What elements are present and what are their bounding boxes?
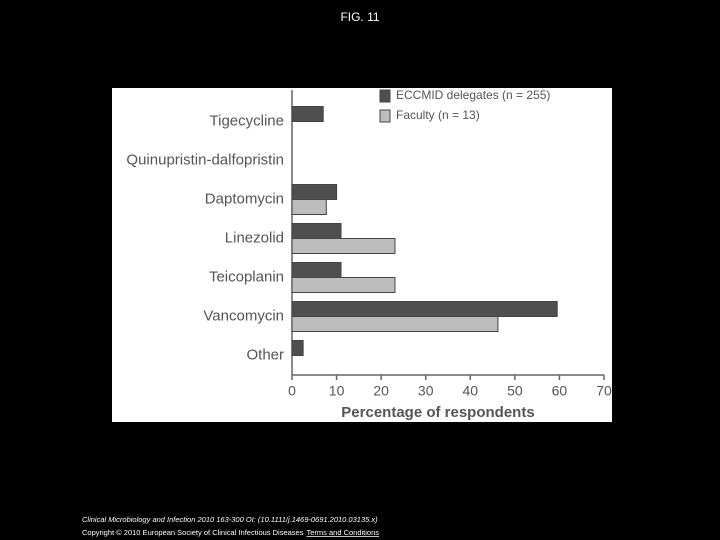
y-tick-label: Linezolid [225, 229, 284, 246]
y-tick-label: Daptomycin [205, 190, 284, 207]
bar [291, 199, 327, 215]
bar [291, 316, 499, 332]
chart-panel [112, 88, 612, 422]
bar [291, 106, 324, 122]
x-tick-label: 20 [373, 383, 389, 399]
x-tick-label: 60 [552, 383, 568, 399]
x-tick-label: 40 [462, 383, 478, 399]
y-tick-label: Teicoplanin [209, 268, 284, 285]
bar [291, 184, 338, 200]
copyright-text: Copyright © 2010 European Society of Cli… [82, 528, 304, 537]
legend-label: ECCMID delegates (n = 255) [396, 88, 550, 102]
x-tick-label: 0 [288, 383, 296, 399]
y-tick-label: Tigecycline [210, 112, 284, 129]
y-tick-label: Other [246, 346, 284, 363]
bar [291, 262, 342, 278]
legend-label: Faculty (n = 13) [396, 108, 480, 122]
bar [291, 223, 342, 239]
y-tick-label: Quinupristin-dalfopristin [126, 151, 284, 168]
y-tick-label: Vancomycin [203, 307, 284, 324]
x-tick-label: 30 [418, 383, 434, 399]
bar [291, 277, 396, 293]
slide-title: FIG. 11 [340, 10, 379, 24]
bar [291, 238, 396, 254]
legend-swatch [379, 89, 391, 103]
legend-swatch [379, 109, 391, 123]
copyright: Copyright © 2010 European Society of Cli… [82, 528, 379, 537]
terms-link[interactable]: Terms and Conditions [306, 528, 379, 537]
bar [291, 301, 558, 317]
x-tick-label: 50 [507, 383, 523, 399]
x-axis-title: Percentage of respondents [341, 404, 534, 421]
x-tick-label: 70 [596, 383, 612, 399]
citation: Clinical Microbiology and Infection 2010… [82, 515, 378, 524]
bar [291, 340, 304, 356]
x-tick-label: 10 [329, 383, 345, 399]
